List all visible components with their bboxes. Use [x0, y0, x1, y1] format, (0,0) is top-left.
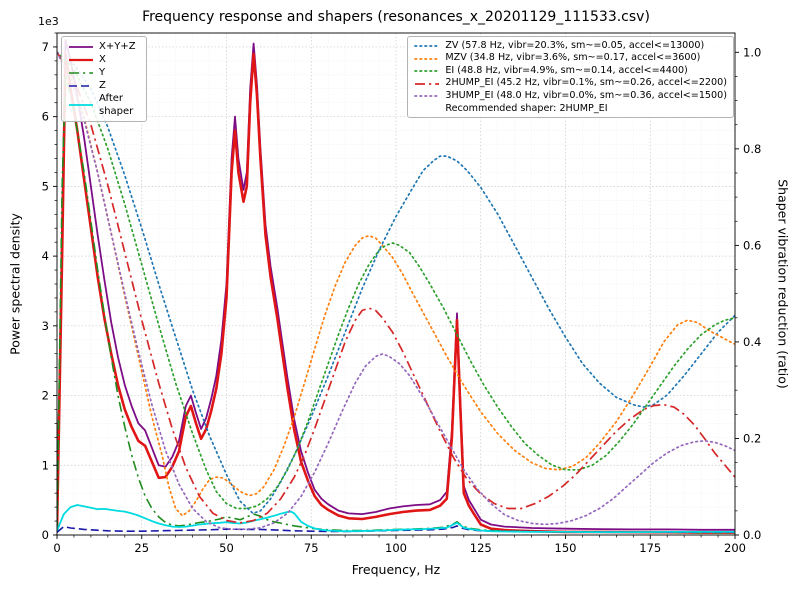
- chart-title: Frequency response and shapers (resonanc…: [142, 9, 650, 25]
- legend-line-sample: [69, 104, 93, 106]
- x-tick-label: 100: [385, 541, 407, 555]
- y-right-tick-label: 0.4: [743, 335, 761, 349]
- legend-item-after-shaper: After shaper: [68, 92, 140, 118]
- legend-item-x: X: [68, 53, 140, 66]
- y-right-tick-label: 0.6: [743, 238, 761, 252]
- x-tick-label: 50: [219, 541, 234, 555]
- x-tick-label: 0: [53, 541, 60, 555]
- legend-item-z: Z: [68, 79, 140, 92]
- legend-item-label: After shaper: [99, 93, 134, 117]
- legend-psd: X+Y+Z X Y Z After shaper: [61, 36, 147, 122]
- y-axis-label-left: Power spectral density: [7, 213, 23, 355]
- y-right-tick-label: 0.2: [743, 431, 761, 445]
- legend-item-label: EI (48.8 Hz, vibr=4.9%, sm~=0.14, accel<…: [445, 64, 688, 76]
- legend-item-label: ZV (57.8 Hz, vibr=20.3%, sm~=0.05, accel…: [445, 40, 705, 51]
- x-tick-label: 175: [639, 541, 661, 555]
- legend-line-sample: [414, 57, 441, 60]
- x-axis-label: Frequency, Hz: [351, 562, 441, 577]
- y-left-tick-label: 1: [42, 458, 49, 472]
- axis-ticks: 0 25 50 75 100 125 150 175 200 0 1 2 3 4 5 6 7 0.0 0.2 0.4 0…: [42, 32, 761, 555]
- legend-line-sample: [69, 45, 93, 48]
- legend-line-sample: [414, 95, 441, 97]
- y-axis-label-right: Shaper vibration reduction (ratio): [775, 179, 791, 389]
- legend-shapers: ZV (57.8 Hz, vibr=20.3%, sm~=0.05, accel…: [407, 36, 734, 119]
- y-left-tick-label: 4: [42, 249, 49, 263]
- legend-line-sample: [414, 45, 441, 48]
- y-axis-offset-label: 1e3: [38, 15, 59, 28]
- y-left-tick-label: 3: [42, 319, 49, 333]
- series-x: [57, 52, 735, 534]
- series-zv: [57, 51, 735, 515]
- series-ei: [57, 51, 735, 510]
- series-3hump_ei: [57, 51, 735, 531]
- legend-item-label: MZV (34.8 Hz, vibr=3.6%, sm~=0.17, accel…: [445, 52, 701, 64]
- y-right-tick-label: 0.8: [743, 142, 761, 156]
- x-tick-label: 200: [724, 541, 746, 555]
- series-mzv: [57, 51, 735, 517]
- legend-item-mzv: MZV (34.8 Hz, vibr=3.6%, sm~=0.17, accel…: [414, 52, 727, 64]
- y-left-tick-label: 2: [42, 389, 49, 403]
- y-left-tick-label: 7: [42, 40, 49, 54]
- legend-line-sample: [69, 58, 93, 61]
- x-tick-label: 25: [134, 541, 149, 555]
- legend-item-ei: EI (48.8 Hz, vibr=4.9%, sm~=0.14, accel<…: [414, 65, 727, 77]
- y-left-tick-label: 5: [42, 179, 49, 193]
- legend-line-sample: [415, 82, 440, 85]
- recommended-shaper-note: Recommended shaper: 2HUMP_EI: [445, 103, 608, 115]
- legend-item-label: X+Y+Z: [99, 41, 136, 52]
- legend-item-label: Y: [99, 67, 106, 78]
- legend-line-sample: [69, 71, 93, 74]
- y-right-tick-label: 0.0: [743, 528, 761, 542]
- legend-item-x+y+z: X+Y+Z: [68, 40, 140, 53]
- series-after-shaper: [57, 504, 735, 534]
- legend-item-2hump_ei: 2HUMP_EI (45.2 Hz, vibr=0.1%, sm~=0.26, …: [414, 77, 727, 89]
- x-tick-label: 150: [555, 541, 577, 555]
- legend-item-label: 2HUMP_EI (45.2 Hz, vibr=0.1%, sm~=0.26, …: [445, 77, 727, 89]
- legend-item-label: X: [99, 54, 106, 65]
- series-2hump_ei: [57, 51, 735, 524]
- legend-item-label: Z: [99, 80, 106, 91]
- legend-item-3hump_ei: 3HUMP_EI (48.0 Hz, vibr=0.0%, sm~=0.36, …: [414, 90, 727, 102]
- y-left-tick-label: 0: [42, 528, 49, 542]
- x-tick-label: 75: [304, 541, 319, 555]
- legend-item-label: 3HUMP_EI (48.0 Hz, vibr=0.0%, sm~=0.36, …: [445, 89, 727, 101]
- y-left-tick-label: 6: [42, 110, 49, 124]
- legend-item-y: Y: [68, 66, 140, 79]
- x-tick-label: 125: [470, 541, 492, 555]
- legend-line-sample: [69, 84, 93, 87]
- legend-line-sample: [414, 70, 441, 73]
- legend-item-zv: ZV (57.8 Hz, vibr=20.3%, sm~=0.05, accel…: [414, 40, 727, 52]
- y-right-tick-label: 1.0: [743, 45, 761, 59]
